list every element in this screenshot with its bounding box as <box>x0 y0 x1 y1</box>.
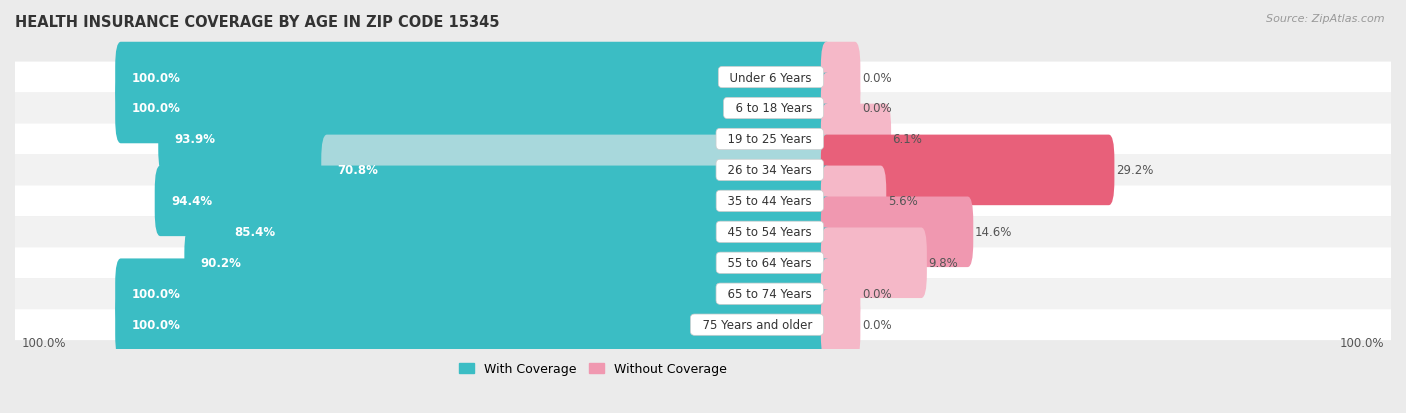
Text: 75 Years and older: 75 Years and older <box>695 318 820 331</box>
Text: 19 to 25 Years: 19 to 25 Years <box>720 133 820 146</box>
Text: 65 to 74 Years: 65 to 74 Years <box>720 287 820 301</box>
FancyBboxPatch shape <box>821 259 860 329</box>
Text: 26 to 34 Years: 26 to 34 Years <box>720 164 820 177</box>
FancyBboxPatch shape <box>15 309 1391 340</box>
FancyBboxPatch shape <box>184 228 832 298</box>
Text: 14.6%: 14.6% <box>974 226 1012 239</box>
Text: 35 to 44 Years: 35 to 44 Years <box>720 195 820 208</box>
FancyBboxPatch shape <box>821 197 973 268</box>
Text: 29.2%: 29.2% <box>1116 164 1153 177</box>
Text: Under 6 Years: Under 6 Years <box>723 71 820 84</box>
Text: 5.6%: 5.6% <box>887 195 918 208</box>
Text: 100.0%: 100.0% <box>131 287 180 301</box>
FancyBboxPatch shape <box>15 186 1391 217</box>
FancyBboxPatch shape <box>15 124 1391 155</box>
FancyBboxPatch shape <box>821 135 1115 206</box>
FancyBboxPatch shape <box>821 74 860 144</box>
FancyBboxPatch shape <box>159 104 832 175</box>
Text: 6.1%: 6.1% <box>893 133 922 146</box>
FancyBboxPatch shape <box>821 166 886 237</box>
FancyBboxPatch shape <box>15 62 1391 93</box>
FancyBboxPatch shape <box>115 43 832 113</box>
Text: 100.0%: 100.0% <box>131 71 180 84</box>
FancyBboxPatch shape <box>115 74 832 144</box>
FancyBboxPatch shape <box>15 155 1391 186</box>
Text: 6 to 18 Years: 6 to 18 Years <box>728 102 820 115</box>
Text: 55 to 64 Years: 55 to 64 Years <box>720 256 820 270</box>
Text: 9.8%: 9.8% <box>928 256 957 270</box>
Text: 93.9%: 93.9% <box>174 133 215 146</box>
Text: 45 to 54 Years: 45 to 54 Years <box>720 226 820 239</box>
FancyBboxPatch shape <box>218 197 832 268</box>
FancyBboxPatch shape <box>15 248 1391 278</box>
FancyBboxPatch shape <box>321 135 832 206</box>
Text: 0.0%: 0.0% <box>862 287 891 301</box>
FancyBboxPatch shape <box>155 166 832 237</box>
FancyBboxPatch shape <box>15 278 1391 309</box>
Text: 70.8%: 70.8% <box>337 164 378 177</box>
Text: Source: ZipAtlas.com: Source: ZipAtlas.com <box>1267 14 1385 24</box>
Legend: With Coverage, Without Coverage: With Coverage, Without Coverage <box>454 358 733 380</box>
Text: 0.0%: 0.0% <box>862 102 891 115</box>
Text: 85.4%: 85.4% <box>235 226 276 239</box>
Text: 90.2%: 90.2% <box>201 256 242 270</box>
FancyBboxPatch shape <box>821 104 891 175</box>
FancyBboxPatch shape <box>15 93 1391 124</box>
FancyBboxPatch shape <box>821 43 860 113</box>
Text: HEALTH INSURANCE COVERAGE BY AGE IN ZIP CODE 15345: HEALTH INSURANCE COVERAGE BY AGE IN ZIP … <box>15 15 499 30</box>
FancyBboxPatch shape <box>821 290 860 360</box>
Text: 100.0%: 100.0% <box>131 318 180 331</box>
Text: 100.0%: 100.0% <box>22 336 66 349</box>
Text: 94.4%: 94.4% <box>172 195 212 208</box>
FancyBboxPatch shape <box>115 259 832 329</box>
Text: 0.0%: 0.0% <box>862 71 891 84</box>
FancyBboxPatch shape <box>821 228 927 298</box>
FancyBboxPatch shape <box>115 290 832 360</box>
Text: 0.0%: 0.0% <box>862 318 891 331</box>
FancyBboxPatch shape <box>15 217 1391 248</box>
Text: 100.0%: 100.0% <box>1340 336 1384 349</box>
Text: 100.0%: 100.0% <box>131 102 180 115</box>
